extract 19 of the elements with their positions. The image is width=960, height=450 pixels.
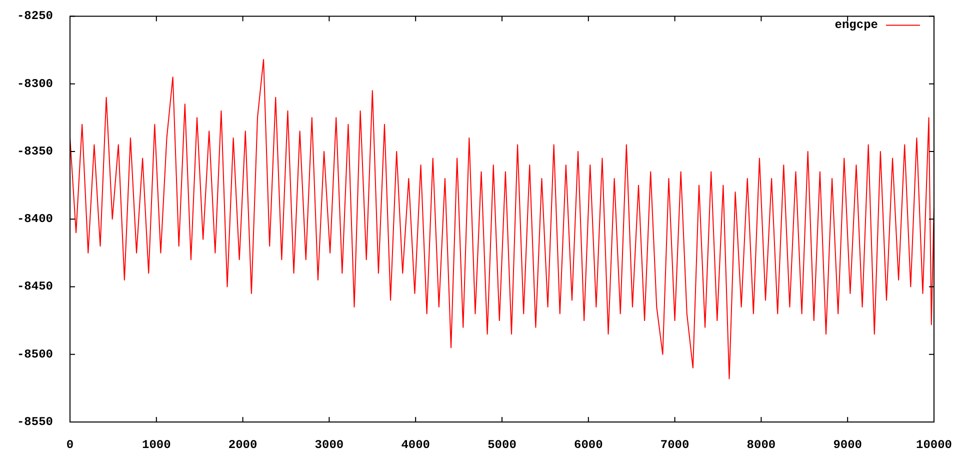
x-tick-label: 5000 (488, 438, 516, 450)
y-tick-label: -8350 (16, 144, 53, 158)
x-tick-label: 4000 (401, 438, 430, 450)
x-tick-label: 9000 (833, 438, 862, 450)
x-tick-label: 10000 (916, 438, 952, 450)
x-tick-label: 2000 (228, 438, 258, 450)
x-tick-label: 1000 (142, 438, 171, 450)
y-tick-label: -8400 (16, 212, 53, 226)
legend-label: engcpe (834, 18, 878, 32)
x-tick-label: 8000 (746, 438, 776, 450)
x-tick-label: 6000 (574, 438, 603, 450)
y-tick-label: -8250 (16, 9, 53, 24)
y-tick-label: -8450 (16, 280, 53, 294)
x-tick-label: 3000 (314, 438, 344, 450)
y-tick-label: -8300 (16, 76, 53, 91)
y-tick-label: -8500 (16, 347, 53, 362)
y-tick-label: -8550 (16, 415, 53, 430)
x-tick-label: 7000 (660, 438, 690, 450)
x-tick-label: 0 (66, 438, 74, 450)
